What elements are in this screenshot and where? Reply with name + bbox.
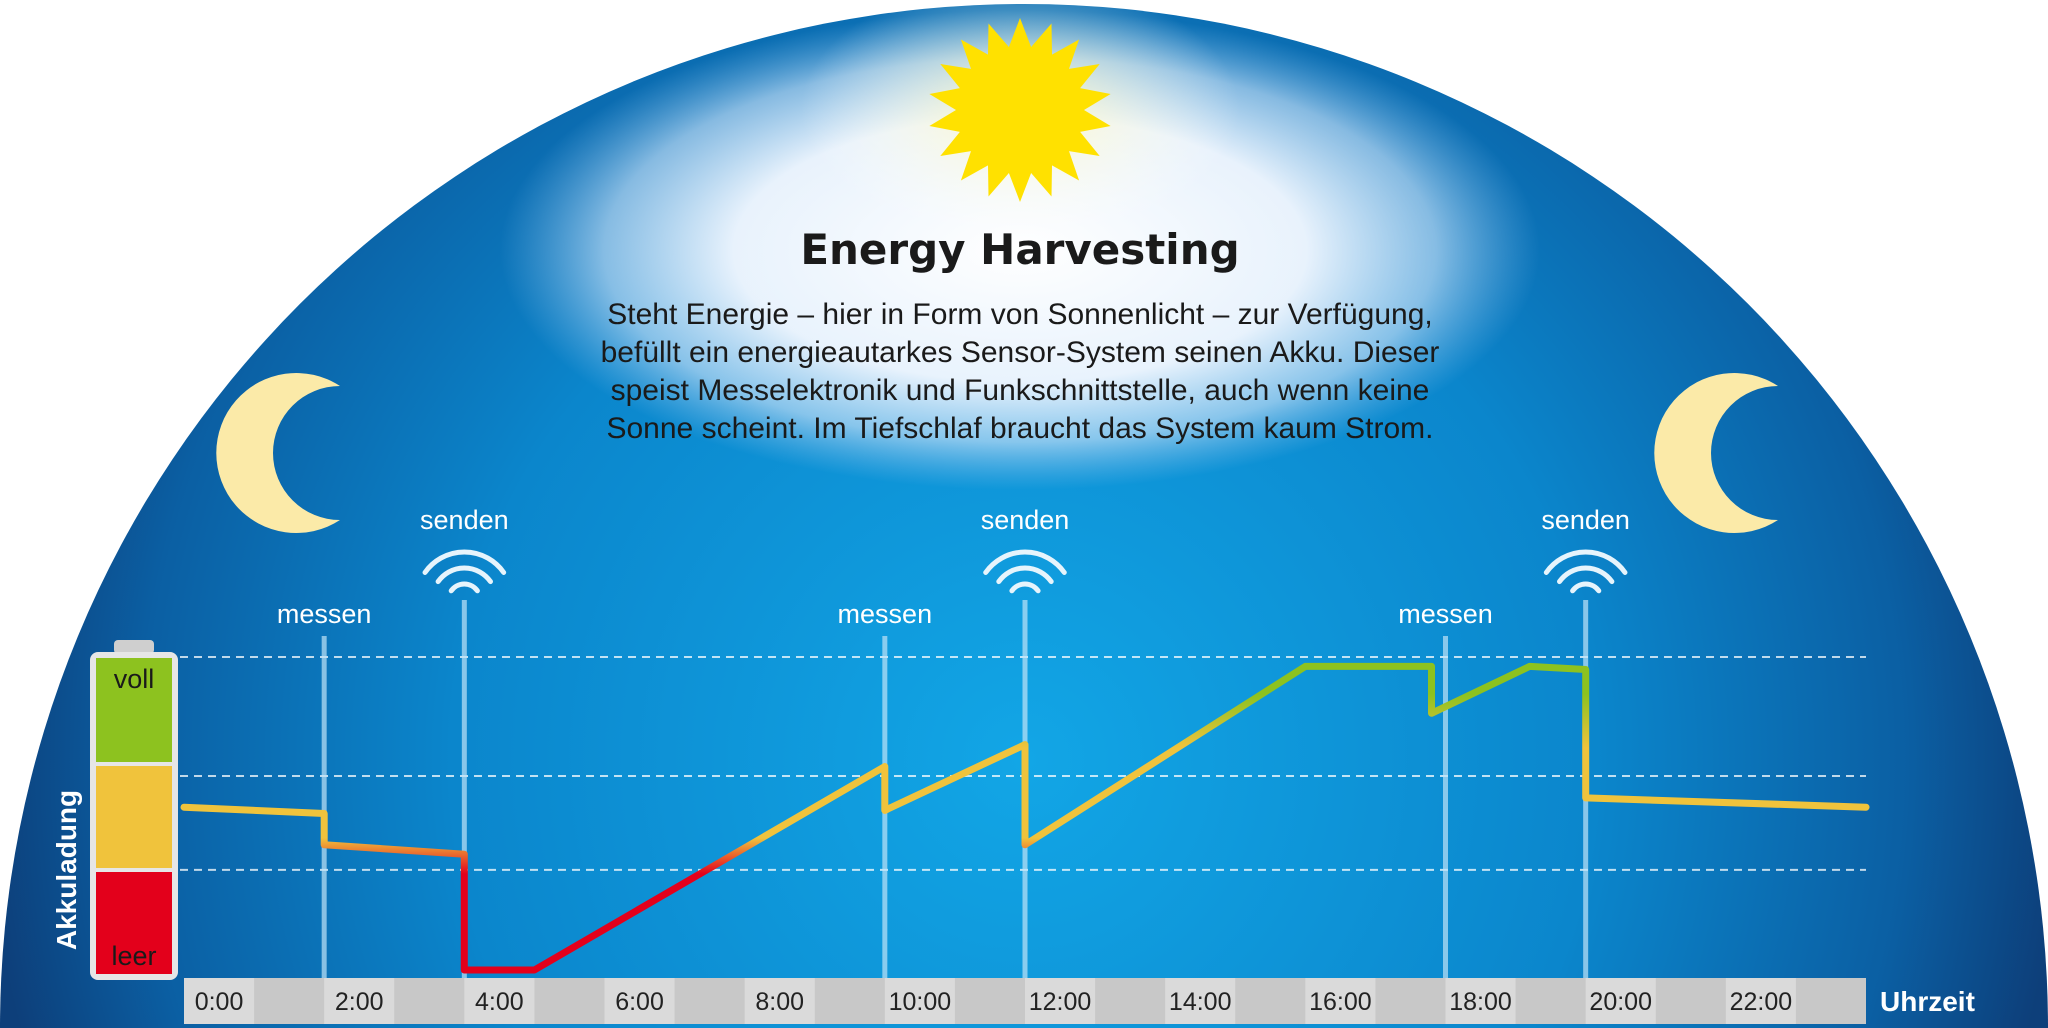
time-axis-segment xyxy=(1375,978,1446,1024)
time-tick-label: 10:00 xyxy=(889,988,952,1016)
battery-level-mid xyxy=(96,766,172,868)
time-axis-segment xyxy=(254,978,325,1024)
send-label-2: senden xyxy=(981,505,1070,535)
time-tick-label: 0:00 xyxy=(195,988,244,1016)
time-axis-segment xyxy=(1795,978,1866,1024)
x-axis-title: Uhrzeit xyxy=(1880,986,1975,1017)
time-axis-segment xyxy=(534,978,605,1024)
description-line-4: Sonne scheint. Im Tiefschlaf braucht das… xyxy=(606,412,1433,445)
time-tick-label: 22:00 xyxy=(1730,988,1793,1016)
description-line-2: befüllt ein energieautarkes Sensor-Syste… xyxy=(601,336,1440,369)
crescent-moon-icon-right xyxy=(1654,372,1778,534)
time-tick-label: 4:00 xyxy=(475,988,524,1016)
time-axis-segment xyxy=(1515,978,1586,1024)
time-axis-segment xyxy=(814,978,885,1024)
time-tick-label: 12:00 xyxy=(1029,988,1092,1016)
radio-waves-icon-2 xyxy=(983,549,1067,594)
event-markers: messen messen messen senden senden senden xyxy=(277,505,1630,978)
time-axis-segment xyxy=(1655,978,1726,1024)
y-axis-title: Akkuladung xyxy=(51,790,82,950)
time-tick-label: 14:00 xyxy=(1169,988,1232,1016)
send-label-3: senden xyxy=(1541,505,1630,535)
measure-label-2: messen xyxy=(838,599,933,629)
measure-label-3: messen xyxy=(1398,599,1493,629)
time-tick-label: 2:00 xyxy=(335,988,384,1016)
battery-gauge: voll leer xyxy=(90,640,178,980)
battery-level-full xyxy=(96,658,172,762)
description: Steht Energie – hier in Form von Sonnenl… xyxy=(601,298,1440,445)
time-tick-label: 20:00 xyxy=(1589,988,1652,1016)
sun-icon xyxy=(929,18,1111,202)
description-line-1: Steht Energie – hier in Form von Sonnenl… xyxy=(607,298,1432,331)
crescent-moon-icon-left xyxy=(216,373,340,534)
time-tick-label: 16:00 xyxy=(1309,988,1372,1016)
battery-terminal xyxy=(114,640,154,654)
battery-label-empty: leer xyxy=(111,941,156,971)
time-tick-label: 18:00 xyxy=(1449,988,1512,1016)
sun-disc xyxy=(962,52,1078,168)
send-label-1: senden xyxy=(420,505,509,535)
charge-series-line-1 xyxy=(180,662,1870,974)
time-axis-segment xyxy=(394,978,465,1024)
battery-level-empty xyxy=(96,872,172,974)
measure-label-1: messen xyxy=(277,599,372,629)
charge-line xyxy=(180,662,1870,974)
time-axis: 0:00 2:00 4:00 6:00 8:00 10:00 12:00 14:00 16:00… xyxy=(184,978,1866,1024)
page-title: Energy Harvesting xyxy=(800,225,1239,274)
battery-label-full: voll xyxy=(114,664,155,694)
time-axis-segment xyxy=(1095,978,1166,1024)
radio-waves-icon-3 xyxy=(1543,549,1628,594)
sunlight-glow xyxy=(500,10,1540,490)
radio-waves-icon-1 xyxy=(422,549,507,594)
time-axis-segment xyxy=(1235,978,1306,1024)
time-tick-label: 8:00 xyxy=(755,988,804,1016)
time-axis-segment xyxy=(954,978,1025,1024)
time-tick-label: 6:00 xyxy=(615,988,664,1016)
time-axis-segment xyxy=(674,978,745,1024)
description-line-3: speist Messelektronik und Funkschnittste… xyxy=(611,374,1430,407)
